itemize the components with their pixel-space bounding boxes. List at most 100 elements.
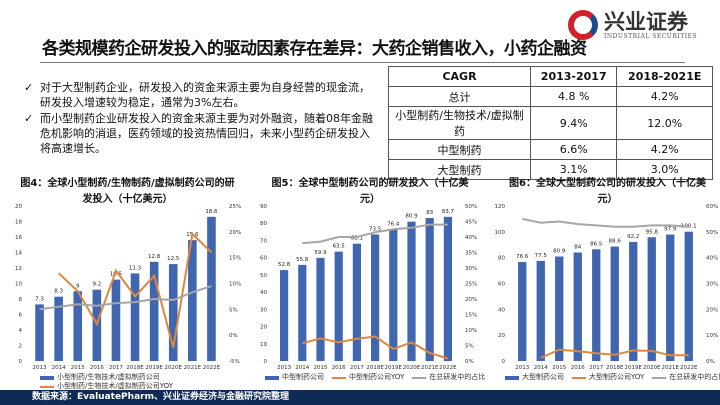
x-tick-label: 2022E <box>203 365 221 371</box>
data-label: 55.8 <box>296 257 309 263</box>
y-tick-label: 20 <box>260 325 267 331</box>
chart-plot: 0 20 40 60 80 100 120 0% 10% 20% 30% 40% 50% 60% 2013 2… <box>495 204 719 371</box>
bar <box>130 273 140 361</box>
x-tick-label: 2021E <box>421 365 439 371</box>
header-cell: CAGR <box>388 66 531 87</box>
cell: 3.1% <box>529 159 618 180</box>
bar <box>54 296 63 361</box>
check-icon: ✓ <box>24 81 34 94</box>
bar <box>280 270 289 361</box>
cell: 6.6% <box>529 139 618 160</box>
y2-tick-label: 0% <box>229 333 238 339</box>
chart-plot: 0 2 4 6 8 10 12 14 16 18 20 -5% 0% 5% 10% 15% 20% 25% 2013… <box>15 204 241 371</box>
data-label: 9 <box>76 283 80 289</box>
data-label: 84 <box>574 245 581 251</box>
data-label: 9.2 <box>92 282 101 288</box>
y2-tick-label: 25% <box>465 282 477 288</box>
cell: 4.2% <box>616 139 713 160</box>
y-tick-label: 6 <box>19 313 23 319</box>
data-label: 80.9 <box>553 249 566 255</box>
y2-tick-label: 5% <box>229 307 238 313</box>
y2-tick-label: 45% <box>465 220 477 226</box>
cell: 4.2% <box>616 86 713 107</box>
y-tick-label: 30 <box>260 307 267 313</box>
bar <box>389 229 398 361</box>
legend-swatch <box>40 385 54 388</box>
y2-tick-label: 30% <box>465 266 477 272</box>
y-tick-label: 4 <box>19 328 23 334</box>
y2-tick-label: 20% <box>229 230 241 236</box>
x-tick-label: 2016 <box>90 365 104 371</box>
x-tick-label: 2016 <box>571 365 585 371</box>
legend-item: 大型制药公司 <box>505 373 564 382</box>
company-logo: 兴业证券 INDUSTRIAL SECURITIES <box>568 10 697 40</box>
data-label: 92.2 <box>627 234 639 240</box>
chart-title: 图4：全球小型制药/生物制药/虚拟制药公司的研发投入（十亿美元） <box>20 178 235 205</box>
cagr-table: CAGR 2013-2017 2018-2021E 总计 4.8 % 4.2% 小型… <box>388 66 713 180</box>
x-tick-label: 2020E <box>403 365 421 371</box>
bar <box>684 231 693 361</box>
bar <box>188 240 197 361</box>
data-label: 73.5 <box>369 226 382 232</box>
legend-label: 小型制药/生物技术/虚拟制药公司YOY <box>57 382 174 390</box>
series-line-yoy <box>540 348 689 359</box>
page-title: 各类规模药企研发投入的驱动因素存在差异：大药企销售收入，小药企融资 <box>42 39 587 59</box>
legend-label: 大型制药公司YOY <box>589 373 645 381</box>
cell: 小型制药/生物技术/虚拟制药 <box>388 106 531 140</box>
legend-item: 大型制药公司YOY <box>572 373 644 382</box>
cell: 总计 <box>388 86 531 107</box>
y2-tick-label: 25% <box>229 204 241 210</box>
bar <box>371 234 380 361</box>
table-row: 大型制药 3.1% 3.0% <box>388 159 713 180</box>
x-tick-label: 2017 <box>350 365 364 371</box>
x-tick-label: 2014 <box>52 365 66 371</box>
bar <box>610 246 619 361</box>
legend-swatch <box>505 375 519 380</box>
y-tick-label: 80 <box>260 221 267 227</box>
legend-item: 在总研发中的占比 <box>652 373 720 382</box>
chart-legend: 大型制药公司 大型制药公司YOY 在总研发中的占比 <box>505 373 720 382</box>
y2-tick-label: 35% <box>465 251 477 257</box>
bar <box>207 216 216 361</box>
legend-item: 小型制药/生物技术/虚拟制药公司 <box>40 373 173 382</box>
bullet-item: ✓ 而小型制药企业研发投入的资金来源主要为对外融资，随着08年金融危机影响的消退，… <box>24 111 374 156</box>
y-tick-label: 20 <box>15 204 22 210</box>
bar <box>316 257 325 361</box>
legend-swatch <box>40 375 54 380</box>
data-label: 76.4 <box>387 221 400 227</box>
bar <box>407 221 416 361</box>
x-tick-label: 2015 <box>71 365 85 371</box>
x-tick-label: 2015 <box>552 365 566 371</box>
series-line-share <box>522 217 689 228</box>
chart-plot: 0 10 20 30 40 50 60 70 80 90 0% 5% 10% 15% 20% 25% 30% 35… <box>260 204 477 371</box>
y-tick-label: 100 <box>495 230 506 236</box>
data-label: 77.5 <box>535 253 548 259</box>
data-label: 18.6 <box>205 209 218 215</box>
data-label: 7.3 <box>35 296 44 302</box>
table-header: CAGR 2013-2017 2018-2021E <box>388 66 713 87</box>
cell: 9.4% <box>529 106 618 140</box>
x-tick-label: 2013 <box>515 365 529 371</box>
logo-mark-icon <box>568 10 598 40</box>
bar <box>573 252 582 361</box>
bar <box>536 260 545 361</box>
x-tick-label: 2018E <box>606 365 624 371</box>
x-tick-label: 2022E <box>439 365 457 371</box>
y-tick-label: 8 <box>19 297 23 303</box>
bar <box>647 237 656 361</box>
data-label: 11.3 <box>129 265 142 271</box>
series-line-yoy <box>58 231 213 348</box>
data-label: 12.8 <box>148 254 161 260</box>
bar <box>425 218 434 361</box>
y2-tick-label: 10% <box>706 333 718 339</box>
y2-tick-label: 30% <box>706 282 718 288</box>
data-label: 83.7 <box>442 209 455 215</box>
y2-tick-label: 15% <box>229 256 241 262</box>
bar <box>352 243 361 361</box>
y-tick-label: 18 <box>15 220 22 226</box>
table-row: 小型制药/生物技术/虚拟制药 9.4% 12.0% <box>388 106 713 140</box>
bullet-text: 而小型制药企业研发投入的资金来源主要为对外融资，随着08年金融危机影响的消退，医… <box>40 112 373 155</box>
bar <box>111 279 121 361</box>
y2-tick-label: 60% <box>706 204 718 210</box>
x-tick-label: 2013 <box>277 365 291 371</box>
